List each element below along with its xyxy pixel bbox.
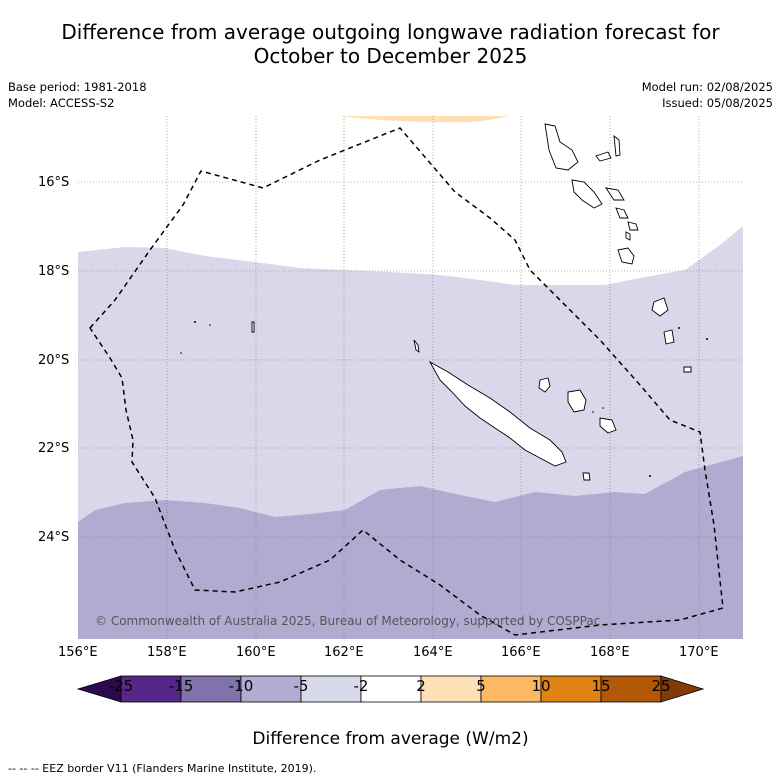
- small-islets: [180, 321, 708, 477]
- colorbar-label-2: 2: [416, 677, 426, 695]
- issued-date: Issued: 05/08/2025: [662, 96, 773, 110]
- lon-label-168e: 168°E: [590, 645, 630, 660]
- title-line-1: Difference from average outgoing longwav…: [61, 20, 720, 44]
- graticule: [78, 116, 743, 639]
- eez-footnote: -- -- -- EEZ border V11 (Flanders Marine…: [8, 762, 317, 775]
- island-east-3: [683, 366, 692, 373]
- colorbar-bin-9: [600, 675, 662, 703]
- vanuatu-island-3: [615, 207, 629, 219]
- anomaly-region-orange: [340, 116, 508, 123]
- belep-islands: [413, 339, 420, 353]
- colorbar-bin-4: [300, 675, 362, 703]
- lon-label-156e: 156°E: [58, 645, 98, 660]
- lat-label-18s: 18°S: [38, 264, 70, 279]
- lat-label-20s: 20°S: [38, 353, 70, 368]
- lat-label-24s: 24°S: [38, 530, 70, 545]
- island-west-1: [251, 321, 255, 333]
- colorbar-bin-6: [420, 675, 482, 703]
- anomaly-region-medium: [78, 456, 743, 639]
- colorbar-label-10: 10: [531, 677, 551, 695]
- island-east-2: [663, 329, 675, 345]
- lon-label-158e: 158°E: [147, 645, 187, 660]
- malekula: [571, 179, 603, 209]
- colorbar-label-minus10: -10: [228, 677, 254, 695]
- colorbar-label-minus25: -25: [108, 677, 134, 695]
- colorbar-bin-1: [120, 675, 182, 703]
- base-period: Base period: 1981-2018: [8, 80, 147, 94]
- colorbar-bin-2: [180, 675, 242, 703]
- island-east-1: [651, 297, 669, 317]
- efate: [605, 187, 625, 201]
- vanuatu-island-5: [625, 231, 631, 241]
- title-line-2: October to December 2025: [253, 44, 528, 68]
- loyalty-island-3: [599, 417, 617, 434]
- map-title: Difference from average outgoing longwav…: [0, 20, 781, 68]
- colorbar-label-minus2: -2: [353, 677, 369, 695]
- vanuatu-island-2: [613, 134, 621, 157]
- lat-label-22s: 22°S: [38, 441, 70, 456]
- loyalty-island-1: [538, 377, 551, 393]
- colorbar: [76, 675, 705, 703]
- lon-label-164e: 164°E: [413, 645, 453, 660]
- vanuatu-island-1: [595, 151, 612, 162]
- model-name: Model: ACCESS-S2: [8, 96, 115, 110]
- colorbar-title: Difference from average (W/m2): [252, 729, 529, 749]
- colorbar-label-25: 25: [651, 677, 671, 695]
- meta-left: Base period: 1981-2018 Model: ACCESS-S2: [8, 79, 147, 111]
- meta-right: Model run: 02/08/2025 Issued: 05/08/2025: [642, 79, 773, 111]
- lat-label-16s: 16°S: [38, 175, 70, 190]
- isle-of-pines: [582, 472, 591, 481]
- lon-label-170e: 170°E: [679, 645, 719, 660]
- vanuatu-island-4: [627, 221, 639, 231]
- lon-label-166e: 166°E: [501, 645, 541, 660]
- loyalty-island-2: [567, 389, 587, 413]
- colorbar-label-15: 15: [591, 677, 611, 695]
- colorbar-label-minus15: -15: [168, 677, 194, 695]
- colorbar-high-extension: [660, 675, 705, 703]
- model-run: Model run: 02/08/2025: [641, 80, 773, 94]
- colorbar-bin-3: [240, 675, 302, 703]
- new-caledonia: [428, 360, 567, 467]
- lon-label-160e: 160°E: [236, 645, 276, 660]
- espiritu-santo: [544, 123, 579, 171]
- coastlines: [251, 123, 692, 481]
- colorbar-label-5: 5: [476, 677, 486, 695]
- lon-label-162e: 162°E: [324, 645, 364, 660]
- colorbar-bin-5: [360, 675, 422, 703]
- colorbar-bin-7: [480, 675, 542, 703]
- erromango: [617, 247, 635, 265]
- copyright-notice: © Commonwealth of Australia 2025, Bureau…: [95, 614, 601, 628]
- colorbar-label-minus5: -5: [293, 677, 309, 695]
